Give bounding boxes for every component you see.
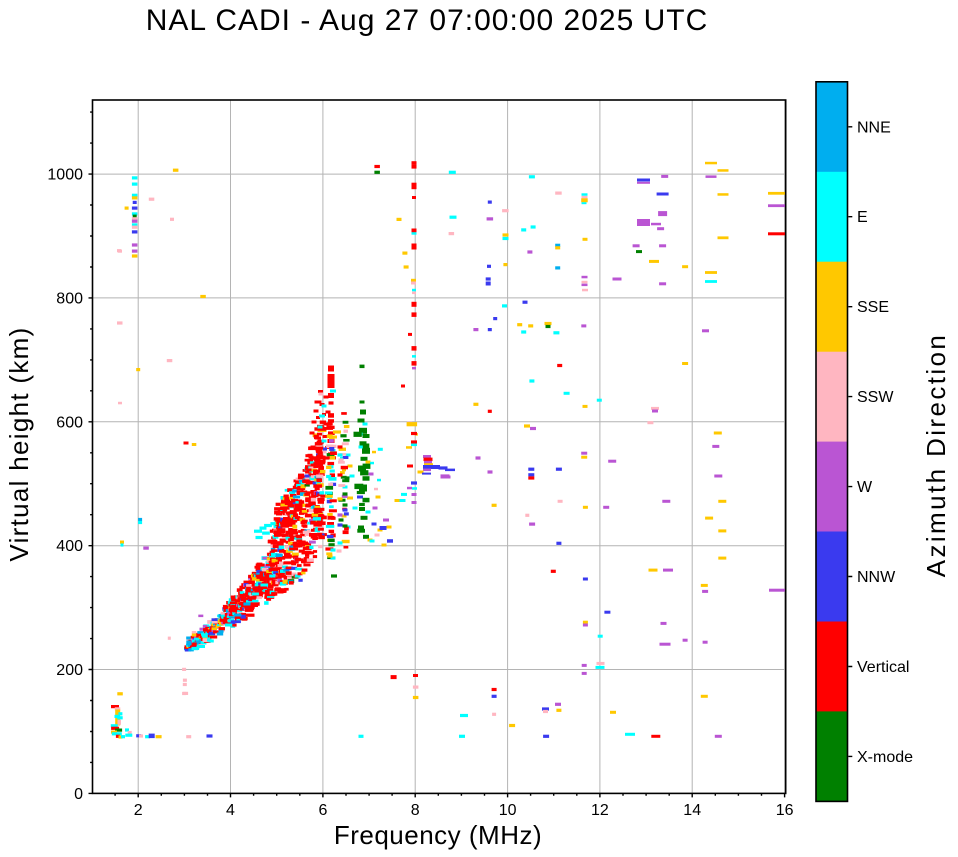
svg-text:0: 0 <box>74 786 83 803</box>
svg-text:2: 2 <box>134 802 143 819</box>
svg-text:NNW: NNW <box>857 569 896 586</box>
svg-text:4: 4 <box>226 802 235 819</box>
svg-text:Azimuth Direction: Azimuth Direction <box>921 333 951 578</box>
svg-text:6: 6 <box>318 802 327 819</box>
svg-text:SSE: SSE <box>857 299 889 316</box>
svg-text:16: 16 <box>776 802 794 819</box>
svg-text:X-mode: X-mode <box>857 749 913 766</box>
svg-text:1000: 1000 <box>47 167 83 184</box>
svg-text:400: 400 <box>56 538 83 555</box>
svg-text:SSW: SSW <box>857 389 894 406</box>
svg-text:W: W <box>857 479 873 496</box>
svg-text:E: E <box>857 209 868 226</box>
svg-text:200: 200 <box>56 662 83 679</box>
svg-text:NNE: NNE <box>857 119 891 136</box>
svg-text:8: 8 <box>411 802 420 819</box>
svg-text:800: 800 <box>56 290 83 307</box>
svg-text:NAL CADI - Aug 27 07:00:00 202: NAL CADI - Aug 27 07:00:00 2025 UTC <box>146 4 709 37</box>
svg-text:14: 14 <box>683 802 701 819</box>
svg-text:600: 600 <box>56 414 83 431</box>
svg-text:12: 12 <box>591 802 609 819</box>
svg-text:Virtual height (km): Virtual height (km) <box>4 326 34 561</box>
svg-text:10: 10 <box>499 802 517 819</box>
svg-text:Vertical: Vertical <box>857 659 909 676</box>
svg-text:Frequency (MHz): Frequency (MHz) <box>334 820 542 850</box>
